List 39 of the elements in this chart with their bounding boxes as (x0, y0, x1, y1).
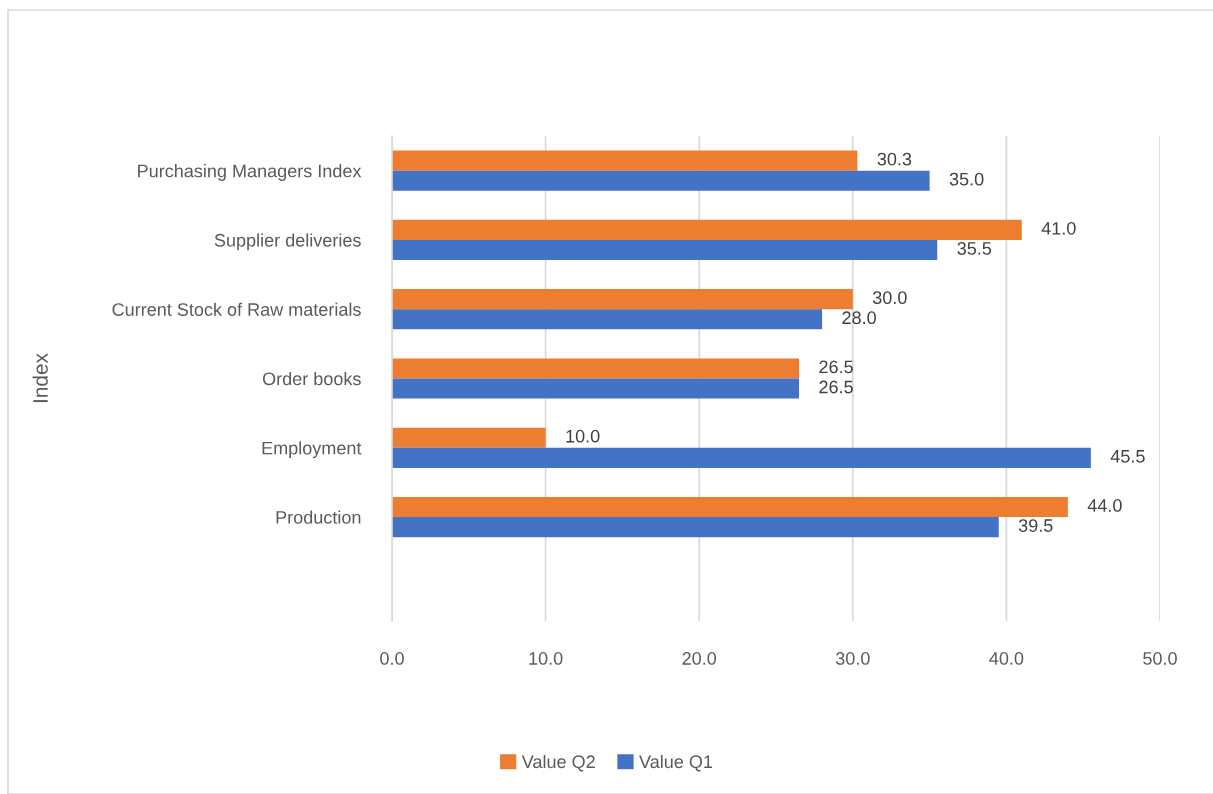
data-label: 45.5 (1110, 450, 1145, 463)
bar (392, 309, 823, 330)
data-label: 30.0 (872, 291, 907, 305)
x-tick-label: 30.0 (835, 652, 870, 665)
data-label: 35.0 (949, 172, 984, 186)
bar (392, 517, 999, 538)
bar (392, 358, 800, 379)
bar (392, 150, 858, 171)
y-tick-label: Order books (262, 371, 361, 386)
x-tick-label: 20.0 (682, 652, 717, 665)
data-label: 39.5 (1018, 519, 1053, 532)
data-label: 30.3 (877, 152, 912, 166)
bar (392, 378, 800, 399)
bar (392, 239, 938, 261)
x-tick-label: 50.0 (1143, 652, 1177, 665)
bar (392, 496, 1068, 518)
x-tick-label: 10.0 (529, 652, 563, 665)
y-axis-title: Index (32, 353, 48, 403)
y-tick-label: Purchasing Managers Index (138, 164, 362, 181)
data-label: 28.0 (842, 311, 876, 325)
bar (392, 289, 853, 310)
x-tick-label: 0.0 (380, 652, 404, 665)
legend-label: Value Q2 (521, 754, 595, 772)
bar (392, 219, 1022, 240)
bar (392, 427, 546, 448)
y-tick-label: Supplier deliveries (214, 233, 361, 251)
data-label: 44.0 (1087, 499, 1122, 512)
data-label: 26.5 (819, 360, 853, 374)
data-label: 26.5 (819, 380, 853, 394)
x-tick-label: 40.0 (989, 652, 1024, 665)
data-label: 10.0 (566, 429, 600, 443)
legend-label: Value Q1 (639, 754, 713, 772)
y-tick-label: Production (276, 510, 361, 524)
bar (392, 170, 930, 191)
y-tick-label: Employment (262, 441, 362, 459)
y-tick-label: Current Stock of Raw materials (112, 302, 361, 316)
data-label: 41.0 (1041, 221, 1076, 235)
bar (392, 447, 1091, 468)
data-label: 35.5 (957, 242, 992, 255)
